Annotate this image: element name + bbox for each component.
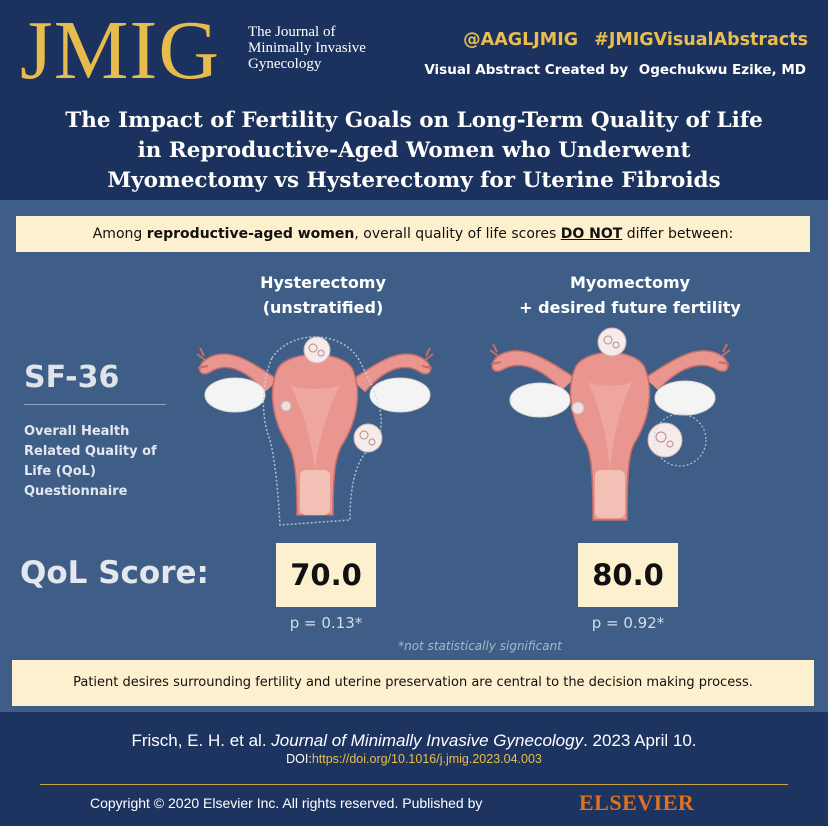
main-panel: Among reproductive-aged women, overall q… xyxy=(0,200,828,712)
ovary-icon xyxy=(369,377,431,413)
page-title: The Impact of Fertility Goals on Long-Te… xyxy=(20,106,808,196)
group-label-line: + desired future fertility xyxy=(519,298,741,317)
author-credit: Visual Abstract Created by Ogechukwu Ezi… xyxy=(424,62,806,78)
summary-banner: Among reproductive-aged women, overall q… xyxy=(16,216,810,252)
description-line: Related Quality of xyxy=(24,444,157,459)
significance-footnote: *not statistically significant xyxy=(398,639,562,653)
summary-text-post: differ between: xyxy=(622,226,734,242)
group-label-line: Hysterectomy xyxy=(260,273,386,292)
hysterectomy-label: Hysterectomy (unstratified) xyxy=(213,270,433,320)
doi: DOI:https://doi.org/10.1016/j.jmig.2023.… xyxy=(0,752,828,766)
divider xyxy=(24,404,166,405)
conclusion-banner: Patient desires surrounding fertility an… xyxy=(12,660,814,706)
uterus-hysterectomy-illustration xyxy=(196,336,434,526)
title-line: The Impact of Fertility Goals on Long-Te… xyxy=(65,108,763,133)
header: JMIG The Journal of Minimally Invasive G… xyxy=(0,0,828,200)
doi-label: DOI: xyxy=(286,752,312,766)
hysterectomy-score: 70.0 xyxy=(276,543,376,607)
ovary-icon xyxy=(509,382,571,418)
journal-name-line: Minimally Invasive xyxy=(248,40,366,56)
myomectomy-score: 80.0 xyxy=(578,543,678,607)
citation-journal: Journal of Minimally Invasive Gynecology xyxy=(271,731,584,750)
description-line: Questionnaire xyxy=(24,484,128,499)
fibroid-icon xyxy=(597,327,627,357)
twitter-handle: @AAGLJMIG xyxy=(463,30,579,50)
qol-score-label: QoL Score: xyxy=(20,555,209,591)
group-label-line: (unstratified) xyxy=(262,298,384,317)
title-line: in Reproductive-Aged Women who Underwent xyxy=(137,138,691,163)
credit-author: Ogechukwu Ezike, MD xyxy=(638,62,806,78)
sf36-description: Overall Health Related Quality of Life (… xyxy=(24,422,174,502)
journal-name-line: Gynecology xyxy=(248,56,322,72)
hysterectomy-p-value: p = 0.13* xyxy=(289,614,363,632)
uterus-myomectomy-illustration xyxy=(489,327,731,521)
social-tags: @AAGLJMIG #JMIGVisualAbstracts xyxy=(453,30,808,50)
summary-text-pre: Among xyxy=(92,226,147,242)
elsevier-logo: ELSEVIER xyxy=(579,790,695,815)
fibroid-icon xyxy=(303,336,331,364)
summary-text-mid: , overall quality of life scores xyxy=(354,226,561,242)
fibroid-icon xyxy=(353,423,383,453)
hashtag: #JMIGVisualAbstracts xyxy=(594,30,808,50)
citation-date: . 2023 April 10. xyxy=(583,731,697,750)
footer-divider xyxy=(40,784,788,785)
journal-name-line: The Journal of xyxy=(248,24,336,40)
credit-prefix: Visual Abstract Created by xyxy=(424,62,629,78)
citation: Frisch, E. H. et al. Journal of Minimall… xyxy=(0,731,828,751)
copyright-text: Copyright © 2020 Elsevier Inc. All right… xyxy=(90,795,483,811)
summary-text-emphasis: DO NOT xyxy=(560,226,623,242)
description-line: Overall Health xyxy=(24,424,130,439)
title-line: Myomectomy vs Hysterectomy for Uterine F… xyxy=(107,168,721,193)
ovary-icon xyxy=(204,377,266,413)
jmig-logo: JMIG xyxy=(20,4,221,97)
citation-authors: Frisch, E. H. et al. xyxy=(131,731,272,750)
myomectomy-label: Myomectomy + desired future fertility xyxy=(500,270,760,320)
sf36-title: SF-36 xyxy=(24,360,120,395)
myomectomy-p-value: p = 0.92* xyxy=(591,614,665,632)
ovary-icon xyxy=(654,380,716,416)
summary-text-bold: reproductive-aged women xyxy=(146,226,355,242)
doi-link[interactable]: https://doi.org/10.1016/j.jmig.2023.04.0… xyxy=(311,752,542,766)
fibroid-icon xyxy=(647,422,683,458)
journal-name: The Journal of Minimally Invasive Gyneco… xyxy=(248,24,388,72)
description-line: Life (QoL) xyxy=(24,464,96,479)
group-label-line: Myomectomy xyxy=(569,273,691,292)
